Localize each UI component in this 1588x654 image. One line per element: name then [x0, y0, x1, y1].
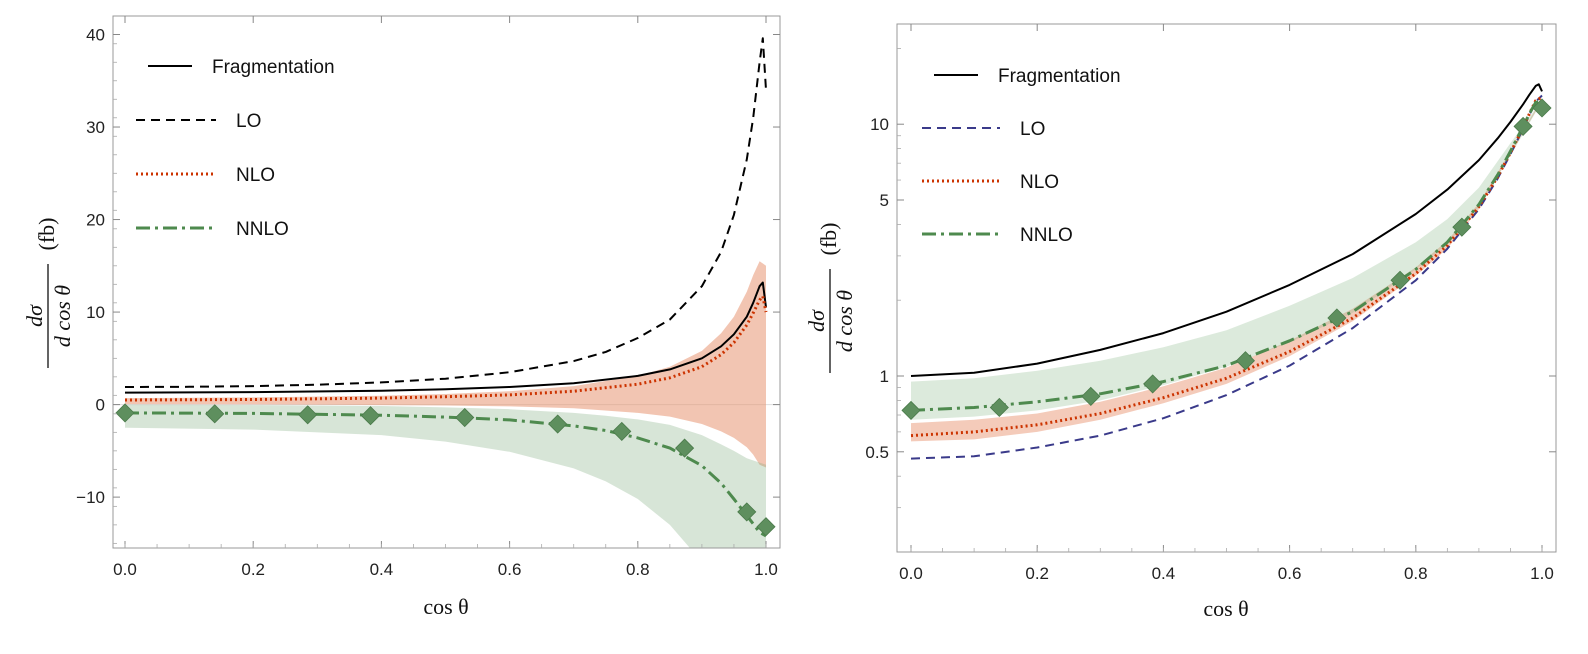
nnlo-band-uncertainty-band — [125, 404, 766, 548]
nnlo-curve — [124, 411, 767, 538]
nnlo-marker — [989, 397, 1009, 418]
y-tick-label: 5 — [880, 191, 889, 210]
legend: Fragmentation LO NLO NNLO — [136, 57, 335, 240]
y-label-unit: (fb) — [34, 218, 59, 251]
x-tick-label: 0.8 — [626, 560, 650, 579]
x-axis-label: cos θ — [423, 594, 468, 619]
y-label-denominator: d cos θ — [832, 290, 857, 352]
nnlo-marker — [298, 405, 318, 425]
y-tick-label: 10 — [86, 303, 105, 322]
nnlo-marker — [756, 517, 776, 537]
fragmentation-curve — [910, 83, 1543, 377]
x-tick-label: 0.4 — [1152, 564, 1176, 583]
x-tick-label: 0.2 — [241, 560, 265, 579]
left-panel: 0.0 0.2 0.4 0.6 0.8 1.0 −10 0 10 20 30 40 Fragmenta… — [22, 15, 781, 619]
fragmentation-curve — [124, 281, 767, 394]
y-axis-label: dσ d cos θ (fb) — [804, 223, 857, 373]
legend-label-nlo: NLO — [236, 165, 275, 186]
y-label-unit: (fb) — [816, 223, 841, 256]
nnlo-marker — [1235, 351, 1255, 371]
y-tick-label: 20 — [86, 211, 105, 230]
x-axis-label-text: cos θ — [423, 594, 468, 619]
nnlo-marker — [675, 438, 695, 458]
x-tick-label: 0.2 — [1025, 564, 1049, 583]
right-panel: 0.0 0.2 0.4 0.6 0.8 1.0 0.5 1 5 10 Fragmentation L… — [804, 23, 1557, 621]
y-label-denominator: d cos θ — [50, 285, 75, 347]
x-tick-label: 1.0 — [1530, 564, 1554, 583]
legend: Fragmentation LO NLO NNLO — [922, 66, 1121, 246]
legend-label-nnlo: NNLO — [1020, 225, 1073, 246]
legend-label-nlo: NLO — [1020, 172, 1059, 193]
lo-curve — [124, 37, 767, 388]
y-label-numerator: dσ — [804, 309, 829, 332]
y-tick-label: 30 — [86, 118, 105, 137]
nnlo-marker — [1452, 217, 1472, 237]
x-axis-label: cos θ — [1203, 596, 1248, 621]
nnlo-marker — [205, 404, 225, 424]
y-tick-label: 40 — [86, 26, 105, 45]
x-axis-label-text: cos θ — [1203, 596, 1248, 621]
y-label-numerator: dσ — [22, 304, 47, 327]
y-tick-label: 0.5 — [865, 443, 889, 462]
nnlo-marker — [1081, 386, 1101, 406]
x-tick-label: 0.4 — [370, 560, 394, 579]
x-tick-label: 1.0 — [754, 560, 778, 579]
nnlo-marker — [737, 502, 757, 522]
y-axis-label: dσ d cos θ (fb) — [22, 218, 75, 368]
nnlo-marker — [1327, 308, 1347, 328]
nnlo-marker — [115, 403, 135, 423]
x-tick-label: 0.6 — [498, 560, 522, 579]
x-tick-label: 0.6 — [1278, 564, 1302, 583]
legend-label-lo: LO — [236, 111, 261, 132]
nnlo-marker — [1390, 270, 1410, 290]
legend-label-lo: LO — [1020, 119, 1045, 140]
plot-frame — [896, 23, 1557, 553]
nnlo-curve — [910, 99, 1543, 412]
nnlo-marker — [1143, 374, 1163, 394]
nnlo-band-uncertainty-band — [911, 99, 1542, 420]
x-tick-label: 0.0 — [899, 564, 923, 583]
nnlo-marker — [360, 406, 381, 426]
legend-label-fragmentation: Fragmentation — [212, 57, 335, 78]
x-tick-label: 0.0 — [113, 560, 137, 579]
legend-label-fragmentation: Fragmentation — [998, 66, 1121, 87]
x-tick-label: 0.8 — [1404, 564, 1428, 583]
nnlo-marker — [612, 421, 632, 441]
nnlo-marker — [1532, 98, 1552, 118]
y-tick-label: 1 — [880, 367, 889, 386]
y-tick-label: −10 — [76, 488, 105, 507]
plot-frame — [112, 15, 781, 549]
y-tick-label: 0 — [96, 396, 105, 415]
y-tick-label: 10 — [870, 115, 889, 134]
nnlo-marker — [901, 400, 921, 420]
nnlo-marker — [455, 407, 475, 428]
nnlo-marker — [548, 414, 568, 434]
nnlo-marker — [1513, 116, 1533, 136]
legend-label-nnlo: NNLO — [236, 219, 289, 240]
